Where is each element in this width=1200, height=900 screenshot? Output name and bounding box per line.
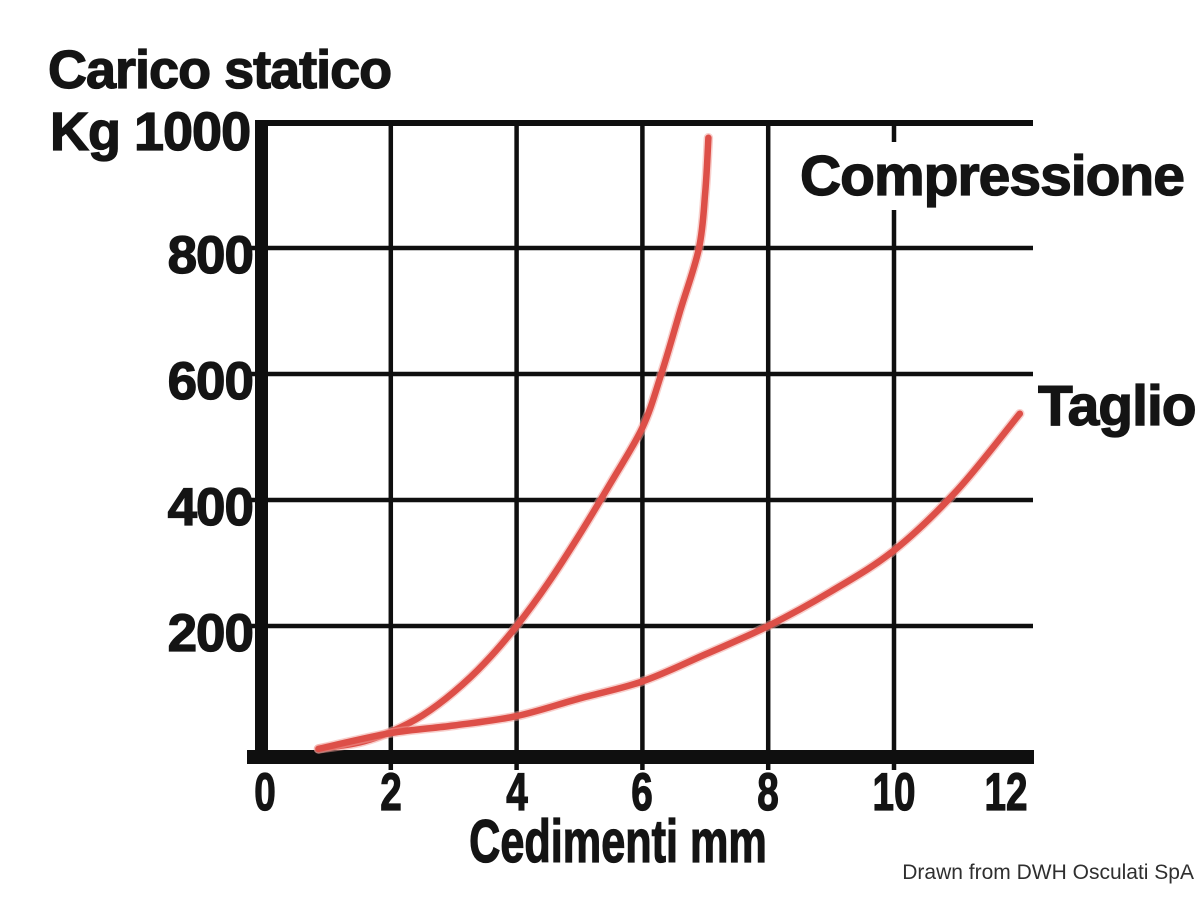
x-axis-line <box>247 750 1034 764</box>
y-axis-title-line1: Carico statico <box>47 40 392 100</box>
y-axis-line <box>255 120 268 764</box>
taglio-curve <box>315 410 1024 753</box>
x-tick-label-0: 0 <box>254 763 276 822</box>
taglio-curve-halo <box>313 408 1025 754</box>
series-label-taglio: Taglio <box>1037 374 1197 438</box>
compressione-curve <box>315 134 712 753</box>
attribution-text: Drawn from DWH Osculati SpA <box>902 861 1194 884</box>
y-tick-label-800: 800 <box>167 226 255 285</box>
y-tick-label-600: 600 <box>167 352 255 411</box>
y-tick-label-200: 200 <box>167 604 255 663</box>
x-tick-label-12: 12 <box>984 763 1028 822</box>
y-tick-label-400: 400 <box>167 478 255 537</box>
top-border-line <box>257 120 1033 126</box>
x-tick-label-4: 4 <box>505 763 528 822</box>
x-tick-label-2: 2 <box>380 763 402 822</box>
x-tick-label-6: 6 <box>631 763 654 822</box>
compressione-curve-halo <box>313 133 714 754</box>
x-axis-title: Cedimenti mm <box>469 808 768 875</box>
series-label-compressione: Compressione <box>792 142 1192 210</box>
x-tick-label-8: 8 <box>757 763 779 822</box>
y-axis-title-line2: Kg 1000 <box>49 102 251 162</box>
x-tick-label-10: 10 <box>872 763 916 822</box>
